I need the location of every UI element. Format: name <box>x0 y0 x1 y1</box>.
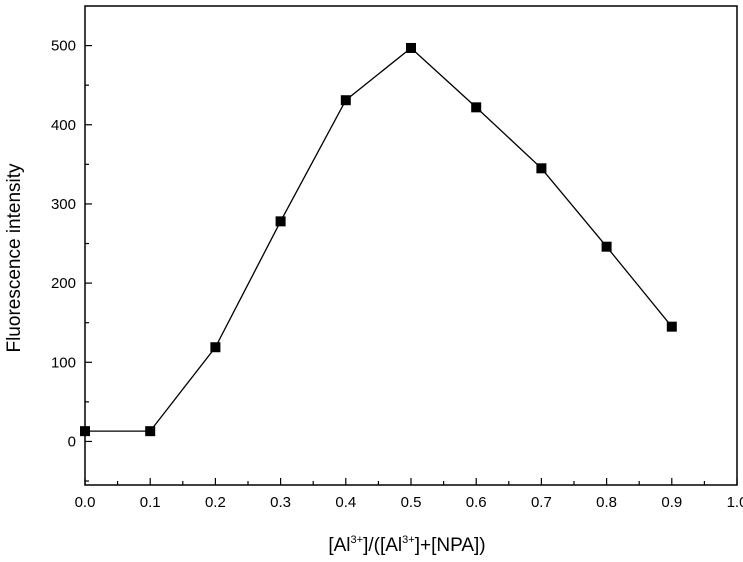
x-tick-label: 0.2 <box>205 494 226 511</box>
axis-ticks <box>84 44 738 485</box>
x-tick-label: 0.1 <box>140 494 161 511</box>
y-axis-title: Fluorescence intensity <box>4 163 25 353</box>
data-point-marker <box>666 321 677 332</box>
y-tick-label: 500 <box>51 38 76 55</box>
data-point-marker <box>145 426 156 437</box>
x-tick-label: 0.0 <box>75 494 96 511</box>
data-point-marker <box>340 95 351 106</box>
x-axis-title: [Al3+]/([Al3+]+[NPA]) <box>328 534 485 556</box>
y-tick-label: 400 <box>51 117 76 134</box>
data-point-marker <box>80 426 90 437</box>
data-point-marker <box>536 163 547 174</box>
tick-labels: 0.0 0.1 0.2 0.3 0.4 0.5 0.6 0.7 0.8 0.9 1.0 0 100 200… <box>51 38 743 511</box>
data-point-marker <box>406 42 416 53</box>
x-tick-label: 0.7 <box>531 494 552 511</box>
x-tick-label: 0.4 <box>335 494 356 511</box>
data-series <box>80 42 677 437</box>
data-point-marker <box>601 241 612 252</box>
x-tick-label: 0.9 <box>661 494 682 511</box>
y-tick-label: 0 <box>68 433 76 450</box>
x-tick-label: 1.0 <box>727 494 743 511</box>
data-point-marker <box>471 102 482 113</box>
y-tick-label: 100 <box>51 354 76 371</box>
x-tick-label: 0.5 <box>401 494 422 511</box>
data-point-marker <box>210 342 221 353</box>
y-tick-label: 200 <box>51 275 76 292</box>
x-tick-label: 0.3 <box>270 494 291 511</box>
series-line <box>85 47 673 432</box>
data-point-marker <box>275 216 286 227</box>
x-tick-label: 0.8 <box>596 494 617 511</box>
plot-frame <box>84 5 738 486</box>
y-tick-label: 300 <box>51 196 76 213</box>
x-tick-label: 0.6 <box>466 494 487 511</box>
